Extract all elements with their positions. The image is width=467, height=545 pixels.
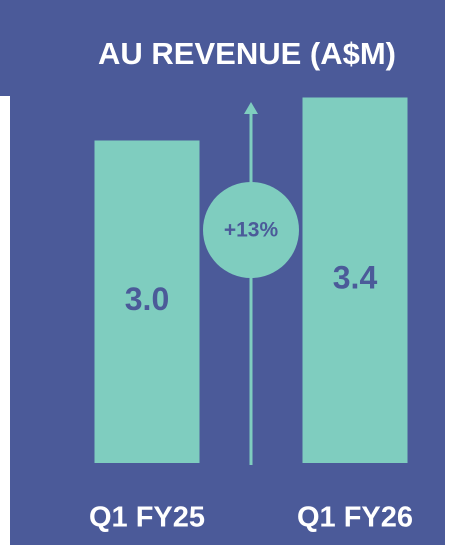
chart-title: AU REVENUE (A$M) <box>98 36 396 71</box>
value-label: 3.0 <box>125 281 169 317</box>
x-tick-label: Q1 FY26 <box>297 502 413 534</box>
arrow-head <box>244 102 258 114</box>
bar <box>94 140 200 463</box>
bar <box>302 97 408 463</box>
annotation: +13% <box>224 219 279 242</box>
change-badge <box>203 182 299 278</box>
x-tick-label: Q1 FY25 <box>89 502 205 534</box>
value-label: 3.4 <box>333 260 378 296</box>
